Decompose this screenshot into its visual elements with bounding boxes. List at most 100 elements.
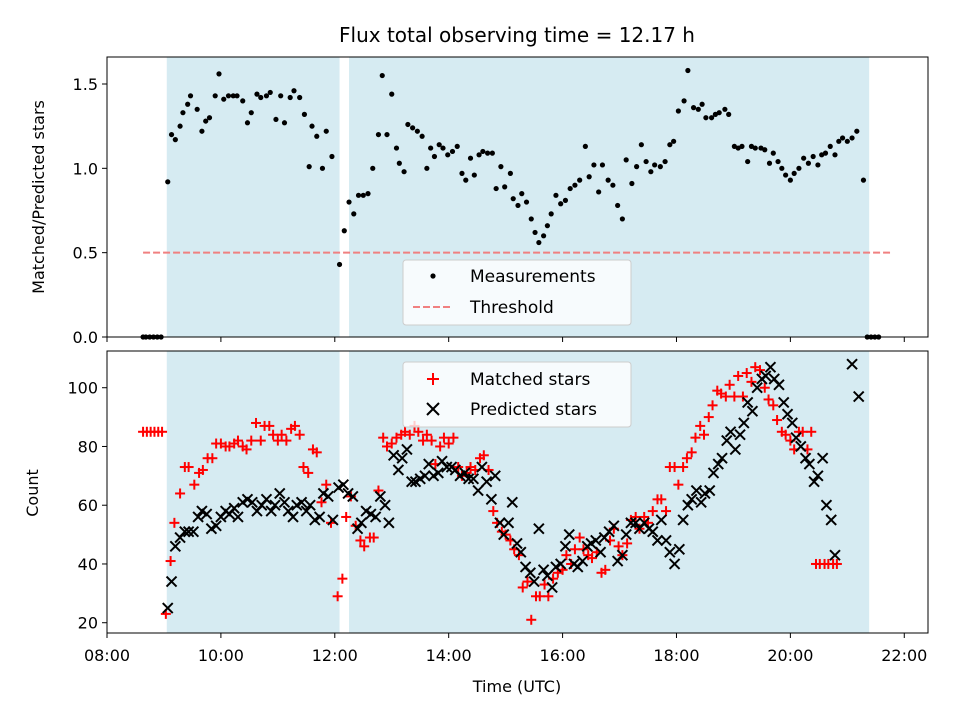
measurements-point xyxy=(695,106,701,112)
legend-matched-marker xyxy=(427,373,439,385)
measurements-point xyxy=(476,152,482,158)
predicted-stars-point xyxy=(494,517,506,529)
measurements-point xyxy=(801,155,807,161)
measurements-point xyxy=(489,150,495,156)
predicted-stars-point xyxy=(401,443,413,456)
measurements-point xyxy=(836,138,842,144)
legend-predicted-marker xyxy=(426,402,440,416)
measurements-point xyxy=(515,202,521,209)
measurements-point xyxy=(553,192,559,198)
predicted-stars-point xyxy=(476,461,488,473)
predicted-stars-point xyxy=(528,575,540,588)
matched-stars-point xyxy=(276,429,287,440)
matched-stars-point xyxy=(630,511,641,522)
predicted-stars-point xyxy=(295,496,308,508)
measurements-point xyxy=(440,145,446,151)
predicted-stars-point xyxy=(647,525,659,538)
predicted-stars-point xyxy=(162,602,174,614)
predicted-stars-point xyxy=(374,490,387,503)
matched-stars-point xyxy=(587,553,598,564)
matched-stars-point xyxy=(241,444,252,455)
matched-stars-point xyxy=(831,558,842,569)
x-tick-label: 18:00 xyxy=(653,646,699,665)
matched-stars-point xyxy=(737,391,748,402)
measurements-point xyxy=(301,111,308,117)
matched-stars-point xyxy=(298,462,309,473)
measurements-point xyxy=(463,177,469,183)
matched-stars-point xyxy=(169,517,180,528)
measurements-point xyxy=(177,123,183,129)
predicted-stars-point xyxy=(260,493,273,506)
measurements-point xyxy=(615,202,621,209)
predicted-stars-point xyxy=(724,426,737,438)
measurements-point xyxy=(822,150,829,156)
measurements-point xyxy=(775,158,781,165)
measurements-point xyxy=(360,192,366,198)
matched-stars-point xyxy=(448,432,459,443)
predicted-stars-point xyxy=(347,490,359,503)
measurements-point xyxy=(662,158,668,165)
predicted-stars-point xyxy=(594,546,607,558)
measurements-point xyxy=(355,192,362,198)
predicted-stars-point xyxy=(246,496,258,508)
measurements-point xyxy=(502,184,508,190)
matched-stars-point xyxy=(189,479,200,490)
measurements-point xyxy=(739,143,745,149)
measurements-point xyxy=(591,162,597,168)
predicted-stars-point xyxy=(304,499,316,511)
measurements-point xyxy=(445,152,451,158)
measurements-point xyxy=(667,142,673,148)
predicted-stars-point xyxy=(741,396,754,409)
predicted-stars-point xyxy=(265,505,277,517)
matched-stars-point xyxy=(522,576,533,587)
measurements-point xyxy=(254,91,260,97)
predicted-stars-point xyxy=(625,517,637,529)
measurements-point xyxy=(221,96,227,102)
matched-stars-point xyxy=(421,429,432,440)
predicted-stars-point xyxy=(511,537,523,550)
measurements-point xyxy=(396,160,402,166)
measurements-point xyxy=(485,150,491,156)
top-legend: Measurements Threshold xyxy=(402,259,632,326)
measurements-point xyxy=(419,133,425,139)
predicted-stars-point xyxy=(210,520,222,532)
bottom-y-tick-label: 60 xyxy=(78,496,98,515)
measurements-point xyxy=(762,147,768,153)
bottom-legend-box xyxy=(402,361,632,428)
predicted-stars-point xyxy=(773,379,785,391)
measurements-point xyxy=(375,131,382,138)
matched-stars-point xyxy=(268,429,279,440)
measurements-point xyxy=(225,93,232,99)
matched-stars-point xyxy=(686,447,697,458)
top-panel-ticks: 0.0 0.5 1.0 1.5 xyxy=(73,75,905,347)
measurements-point xyxy=(681,98,687,104)
x-tick-label: 22:00 xyxy=(881,646,927,665)
matched-stars-point xyxy=(478,450,489,461)
matched-stars-point xyxy=(443,438,454,449)
matched-stars-point xyxy=(613,541,624,552)
measurements-point xyxy=(410,125,416,131)
matched-stars-point xyxy=(404,429,415,440)
matched-stars-point xyxy=(759,382,770,393)
measurements-point xyxy=(379,72,385,79)
matched-stars-point xyxy=(517,582,528,593)
matched-stars-point xyxy=(264,420,275,431)
matched-stars-point xyxy=(183,462,194,473)
measurements-point xyxy=(791,170,797,176)
matched-stars-point xyxy=(386,438,397,449)
measurements-point xyxy=(770,150,776,156)
predicted-stars-point xyxy=(462,473,475,485)
matched-stars-point xyxy=(690,432,701,443)
predicted-stars-point xyxy=(682,499,694,511)
predicted-stars-point xyxy=(651,534,664,547)
predicted-stars-point xyxy=(629,517,642,529)
matched-stars-point xyxy=(165,556,176,567)
matched-stars-point xyxy=(232,435,243,446)
matched-stars-point xyxy=(622,538,633,549)
measurements-point xyxy=(365,191,371,197)
measurements-point xyxy=(212,93,218,99)
matched-stars-point xyxy=(368,532,379,543)
predicted-stars-point xyxy=(467,473,480,485)
bottom-legend: Matched stars Predicted stars xyxy=(402,361,632,428)
predicted-stars-point xyxy=(712,458,724,470)
